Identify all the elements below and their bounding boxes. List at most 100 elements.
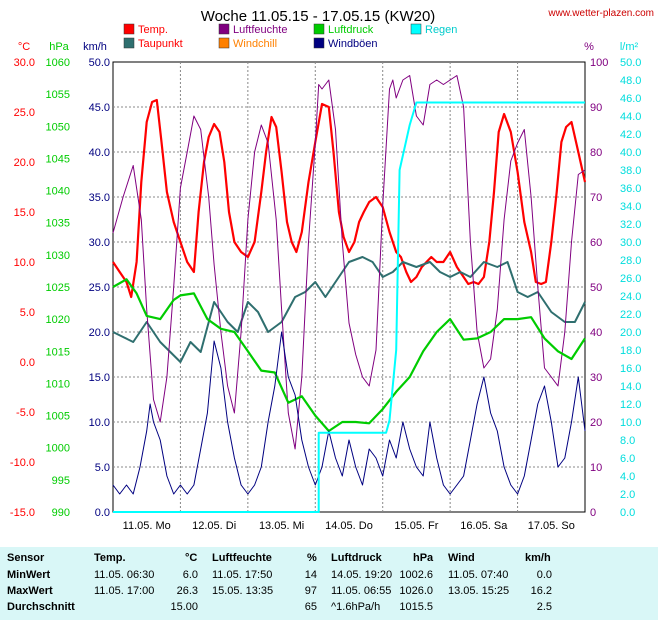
legend-swatch [123,37,135,49]
tick-label-wind: 20.0 [89,327,110,339]
x-tick-label: 14.05. Do [325,520,373,532]
tick-label-pressure: 1050 [46,121,70,133]
stat-cell-label: MinWert [7,569,51,581]
stat-cell-wind-time: 11.05. 07:40 [448,569,509,581]
tick-label-wind: 30.0 [89,237,110,249]
x-tick-label: 17.05. So [528,520,575,532]
tick-label-temp: 15.0 [14,207,35,219]
header-humidity-unit: % [307,552,317,564]
legend-swatch [410,23,422,35]
stat-cell-hum-time: 11.05. 17:50 [212,569,273,581]
source-label: www.wetter-plazen.com [547,8,654,19]
header-temp-unit: °C [185,552,198,564]
tick-label-pressure: 1015 [46,346,70,358]
stat-cell-wind-val: 16.2 [530,585,552,597]
stat-cell-press-val: 1026.0 [399,585,433,597]
tick-label-rain: 48.0 [620,75,641,87]
tick-label-rain: 2.0 [620,489,635,501]
stat-cell-press-time: 11.05. 06:55 [331,585,392,597]
tick-label-pressure: 1020 [46,314,70,326]
tick-label-rain: 42.0 [620,129,641,141]
tick-label-wind: 25.0 [89,282,110,294]
stat-cell-temp-val: 26.3 [176,585,198,597]
stat-cell-press-val: 1015.5 [399,601,433,613]
tick-label-pressure: 1045 [46,153,70,165]
series-line-temp [112,98,587,299]
tick-label-humidity: 50 [590,282,602,294]
tick-label-pressure: 995 [52,475,70,487]
header-wind-unit: km/h [525,552,551,564]
tick-label-pressure: 1030 [46,250,70,262]
legend-label: Windchill [233,38,277,50]
stat-cell-press-time: ^1.6hPa/h [331,601,381,613]
tick-label-humidity: 80 [590,147,602,159]
tick-label-humidity: 0 [590,507,596,519]
tick-label-temp: 25.0 [14,107,35,119]
stat-cell-temp-val: 6.0 [182,569,198,581]
tick-label-rain: 8.0 [620,435,635,447]
axis-label-wind: km/h [83,41,107,53]
tick-label-rain: 46.0 [620,93,641,105]
tick-label-pressure: 1060 [46,57,70,69]
header-pressure-unit: hPa [413,552,434,564]
series-line-regen [113,101,585,513]
stat-cell-temp-time: 11.05. 06:30 [94,569,155,581]
tick-label-humidity: 20 [590,417,602,429]
series-line-taupunkt [112,256,586,363]
tick-label-temp: -10.0 [10,457,35,469]
tick-label-wind: 45.0 [89,102,110,114]
tick-label-rain: 22.0 [620,309,641,321]
tick-label-temp: 30.0 [14,57,35,69]
tick-label-pressure: 1025 [46,282,70,294]
tick-label-temp: -15.0 [10,507,35,519]
tick-label-rain: 24.0 [620,291,641,303]
tick-label-rain: 16.0 [620,363,641,375]
tick-label-wind: 10.0 [89,417,110,429]
tick-label-humidity: 60 [590,237,602,249]
tick-label-humidity: 40 [590,327,602,339]
chart-legend: Temp. Taupunkt Luftfeuchte Windchill Luftdru… [123,23,457,50]
x-tick-label: 13.05. Mi [259,520,304,532]
tick-label-rain: 4.0 [620,471,635,483]
tick-label-pressure: 1010 [46,378,70,390]
tick-label-rain: 18.0 [620,345,641,357]
statistics-table: Sensor Temp. °C Luftfeuchte % Luftdruck … [0,547,658,620]
tick-label-rain: 30.0 [620,237,641,249]
tick-label-pressure: 1055 [46,89,70,101]
chart-axes: 30.0 25.0 20.0 15.0 10.0 5.0 0.0 -5.0 -10.0 -15.0… [10,41,642,532]
stat-cell-press-val: 1002.6 [399,569,433,581]
tick-label-wind: 5.0 [95,462,110,474]
tick-label-rain: 40.0 [620,147,641,159]
header-humidity: Luftfeuchte [212,552,272,564]
stat-cell-wind-val: 0.0 [536,569,552,581]
weather-chart: 30.0 25.0 20.0 15.0 10.0 5.0 0.0 -5.0 -10.0 -15.0… [10,8,654,532]
stat-cell-label: MaxWert [7,585,53,597]
tick-label-wind: 0.0 [95,507,110,519]
tick-label-rain: 26.0 [620,273,641,285]
tick-label-pressure: 1005 [46,411,70,423]
tick-label-rain: 0.0 [620,507,635,519]
tick-label-wind: 40.0 [89,147,110,159]
tick-label-rain: 12.0 [620,399,641,411]
legend-label: Luftfeuchte [233,24,287,36]
legend-swatch [218,37,230,49]
stat-cell-wind-time: 13.05. 15:25 [448,585,510,597]
tick-label-rain: 28.0 [620,255,641,267]
chart-title: Woche 11.05.15 - 17.05.15 (KW20) [201,8,436,25]
header-pressure: Luftdruck [331,552,382,564]
stat-cell-hum-val: 65 [304,601,317,613]
tick-label-rain: 36.0 [620,183,641,195]
tick-label-humidity: 70 [590,192,602,204]
legend-label: Temp. [138,24,168,36]
legend-swatch [218,23,230,35]
x-tick-label: 11.05. Mo [123,520,171,532]
tick-label-rain: 14.0 [620,381,641,393]
tick-label-rain: 44.0 [620,111,641,123]
axis-label-pressure: hPa [49,41,69,53]
stat-cell-label: Durchschnitt [7,601,75,613]
tick-label-temp: 5.0 [20,307,35,319]
tick-label-pressure: 1040 [46,186,70,198]
series-line-luftdruck [112,278,586,433]
tick-label-rain: 10.0 [620,417,641,429]
axis-label-temp: °C [18,41,30,53]
